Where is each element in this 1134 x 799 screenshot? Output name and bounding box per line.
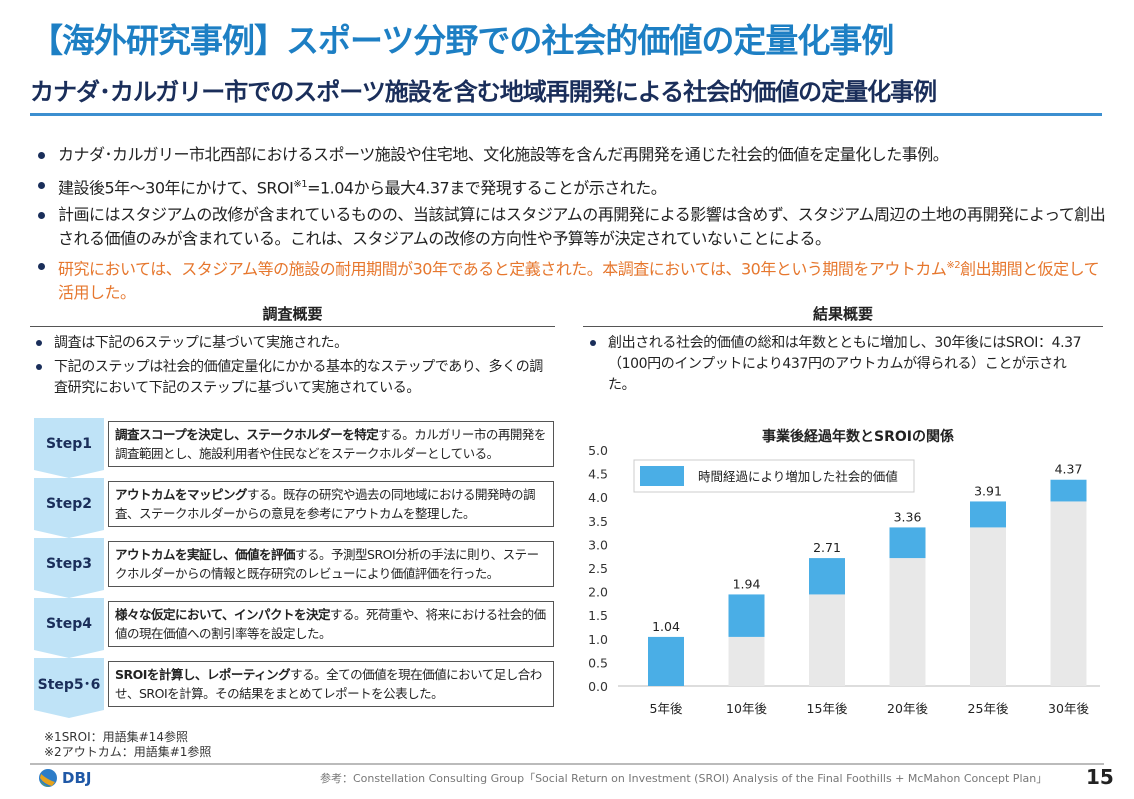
data-label: 3.36 (894, 509, 922, 524)
x-tick-label: 5年後 (650, 701, 683, 716)
bullet-text: 研究においては、スタジアム等の施設の耐用期間が30年であると定義された。本調査に… (58, 259, 947, 279)
data-label: 2.71 (813, 540, 841, 555)
bar-base (1050, 501, 1087, 686)
dbj-logo: DBJ (38, 768, 91, 788)
step-text: する。カルガリー市の再開発を調査範囲とし、施設利用者や住民などをステークホルダー… (115, 427, 546, 461)
data-label: 3.91 (974, 483, 1002, 498)
results-heading: 結果概要 (583, 303, 1103, 327)
footnote-ref: ※1 (293, 179, 308, 190)
y-tick-label: 3.5 (588, 514, 608, 529)
step-4: Step4 様々な仮定において、インパクトを決定する。死荷重や、将来における社会… (34, 598, 554, 658)
step-text: する。死荷重や、将来における社会的価値の現在価値への割引率等を設定した。 (115, 607, 546, 641)
y-tick-label: 4.0 (588, 490, 608, 505)
step-description: アウトカムをマッピングする。既存の研究や過去の同地域における開発時の調査、ステー… (108, 481, 554, 527)
step-emphasis: アウトカムをマッピング (115, 487, 248, 502)
step-description: アウトカムを実証し、価値を評価する。予測型SROI分析の手法に則り、ステークホル… (108, 541, 554, 587)
survey-bullet: 調査は下記の6ステップに基づいて実施された。 (34, 333, 554, 354)
page-number: 15 (1086, 765, 1114, 789)
step-text: する。予測型SROI分析の手法に則り、ステークホルダーからの情報と既存研究のレビ… (115, 547, 539, 581)
step-label: Step1 (34, 418, 104, 478)
reference-text: 参考：Constellation Consulting Group「Social… (320, 772, 1048, 785)
x-tick-label: 20年後 (887, 701, 928, 716)
footer-divider (30, 763, 1104, 765)
data-label: 1.94 (733, 576, 761, 591)
bullet-text: カナダ･カルガリー市北西部におけるスポーツ施設や住宅地、文化施設等を含んだ再開発… (58, 145, 949, 164)
bullet-text: =1.04から最大4.37まで発現することが示された。 (307, 178, 667, 198)
x-tick-label: 25年後 (968, 701, 1009, 716)
y-tick-label: 2.0 (588, 585, 608, 600)
footnote-ref: ※2 (946, 260, 961, 271)
step-label: Step4 (34, 598, 104, 658)
chart-title: 事業後経過年数とSROIの関係 (762, 428, 954, 445)
bullet-1: カナダ･カルガリー市北西部におけるスポーツ施設や住宅地、文化施設等を含んだ再開発… (36, 143, 1106, 167)
globe-icon (39, 769, 57, 787)
bar-increment (1050, 479, 1087, 502)
x-tick-label: 30年後 (1048, 701, 1089, 716)
y-tick-label: 3.0 (588, 537, 608, 552)
y-tick-label: 5.0 (588, 443, 608, 458)
footnote-1: ※1SROI：用語集#14参照 (44, 730, 188, 744)
bullet-text: 建設後5年～30年にかけて、SROI (58, 178, 294, 198)
step-emphasis: 様々な仮定において、インパクトを決定 (115, 607, 331, 622)
page-title: 【海外研究事例】スポーツ分野での社会的価値の定量化事例 (30, 21, 894, 60)
data-label: 4.37 (1055, 462, 1083, 477)
bar-increment (728, 594, 765, 637)
step-emphasis: アウトカムを実証し、価値を評価 (115, 547, 296, 562)
page-subtitle: カナダ･カルガリー市でのスポーツ施設を含む地域再開発による社会的価値の定量化事例 (30, 78, 937, 106)
step-emphasis: 調査スコープを決定し、ステークホルダーを特定 (115, 427, 379, 442)
y-tick-label: 4.5 (588, 467, 608, 482)
logo-text: DBJ (62, 769, 92, 787)
y-tick-label: 1.0 (588, 632, 608, 647)
bullet-3: 計画にはスタジアムの改修が含まれているものの、当該試算にはスタジアムの再開発によ… (36, 203, 1106, 251)
legend-label: 時間経過により増加した社会的価値 (698, 469, 898, 484)
title-divider (30, 113, 1102, 116)
data-label: 1.04 (652, 619, 680, 634)
step-1: Step1 調査スコープを決定し、ステークホルダーを特定する。カルガリー市の再開… (34, 418, 554, 478)
bar-base (809, 594, 845, 686)
legend-swatch (640, 466, 684, 486)
bullet-text: 計画にはスタジアムの改修が含まれているものの、当該試算にはスタジアムの再開発によ… (58, 205, 1106, 248)
x-tick-label: 10年後 (726, 701, 767, 716)
step-description: 様々な仮定において、インパクトを決定する。死荷重や、将来における社会的価値の現在… (108, 601, 554, 647)
step-5: Step5･6 SROIを計算し、レポーティングする。全ての価値を現在価値におい… (34, 658, 554, 718)
y-tick-label: 2.5 (588, 561, 608, 576)
y-tick-label: 0.0 (588, 679, 608, 694)
step-label: Step2 (34, 478, 104, 538)
bar-increment (970, 501, 1006, 528)
bar-base (970, 527, 1006, 686)
sroi-chart: 事業後経過年数とSROIの関係 0.0 0.5 1.0 1.5 2.0 2.5 3.0 3.5 4… (588, 428, 1100, 716)
x-tick-label: 15年後 (807, 701, 848, 716)
step-text: する。既存の研究や過去の同地域における開発時の調査、ステークホルダーからの意見を… (115, 487, 536, 521)
bar-increment (648, 636, 684, 686)
y-tick-label: 1.5 (588, 608, 608, 623)
step-emphasis: SROIを計算し、レポーティング (115, 667, 291, 682)
bar-base (728, 636, 765, 686)
y-tick-label: 0.5 (588, 655, 608, 670)
bullet-2: 建設後5年～30年にかけて、SROI※1=1.04から最大4.37まで発現するこ… (36, 173, 1106, 200)
step-label: Step3 (34, 538, 104, 598)
step-label: Step5･6 (34, 658, 104, 718)
bar-increment (889, 527, 926, 559)
step-2: Step2 アウトカムをマッピングする。既存の研究や過去の同地域における開発時の… (34, 478, 554, 538)
step-text: する。全ての価値を現在価値において足し合わせ、SROIを計算。その結果をまとめて… (115, 667, 542, 701)
results-bullet: 創出される社会的価値の総和は年数とともに増加し、30年後にはSROI：4.37（… (588, 333, 1088, 396)
survey-bullet: 下記のステップは社会的価値定量化にかかる基本的なステップであり、多くの調査研究に… (34, 357, 554, 399)
bullet-4: 研究においては、スタジアム等の施設の耐用期間が30年であると定義された。本調査に… (36, 254, 1106, 305)
step-description: 調査スコープを決定し、ステークホルダーを特定する。カルガリー市の再開発を調査範囲… (108, 421, 554, 467)
bullet-text: 創出期間と仮定して活用した。 (58, 259, 1100, 303)
footnote-2: ※2アウトカム：用語集#1参照 (44, 745, 212, 759)
bar-increment (809, 558, 845, 595)
step-description: SROIを計算し、レポーティングする。全ての価値を現在価値において足し合わせ、S… (108, 661, 554, 707)
bar-base (889, 558, 926, 686)
step-3: Step3 アウトカムを実証し、価値を評価する。予測型SROI分析の手法に則り、… (34, 538, 554, 598)
survey-heading: 調査概要 (30, 303, 555, 327)
